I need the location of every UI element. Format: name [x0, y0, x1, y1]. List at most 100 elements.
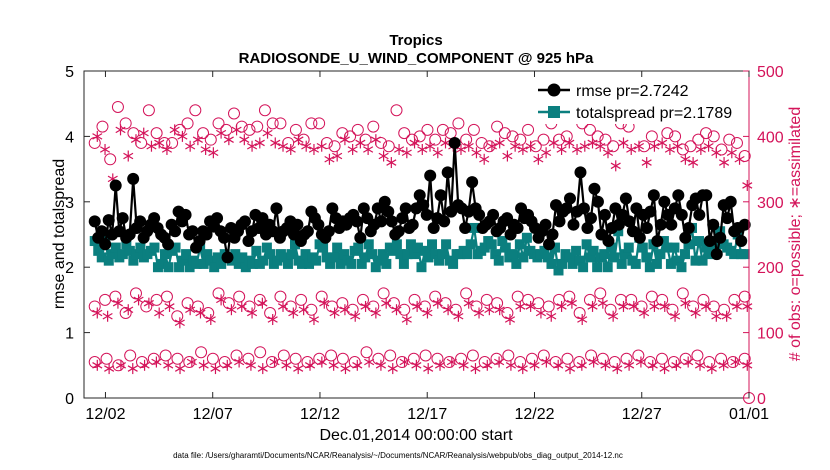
rmse-point [382, 205, 395, 218]
obs-possible-point [421, 123, 434, 136]
obs-assimilated-stroke [571, 146, 583, 153]
rmse-point [654, 218, 667, 231]
obs-assimilated-stroke [664, 146, 675, 153]
rmse-point [724, 195, 737, 208]
obs-possible-point [475, 136, 488, 149]
obs-possible-point [301, 356, 314, 369]
obs-assimilated-point [399, 356, 410, 368]
y-tick-label: 5 [65, 64, 74, 81]
rmse-point [134, 215, 147, 228]
spread-point [697, 255, 708, 266]
rmse-point [577, 202, 590, 215]
obs-possible-point [305, 117, 318, 130]
obs-assimilated-point [595, 140, 606, 152]
obs-possible-point [470, 300, 483, 313]
obs-assimilated-stroke [635, 358, 646, 366]
obs-assimilated-point [690, 307, 701, 319]
rmse-point [238, 215, 251, 228]
spread-point [247, 258, 258, 269]
rmse-point [109, 179, 122, 192]
spread-point [694, 236, 705, 247]
obs-possible-point [466, 349, 479, 362]
obs-assimilated-point [695, 143, 706, 155]
rmse-point [707, 218, 720, 231]
obs-possible-point [460, 133, 473, 146]
obs-possible-point [124, 349, 137, 362]
obs-assimilated-point [624, 359, 635, 371]
spread-point [423, 252, 434, 263]
spread-point [588, 245, 599, 256]
obs-possible-point [398, 303, 411, 316]
spread-point [549, 242, 560, 253]
obs-assimilated-stroke [339, 306, 350, 313]
spread-point [377, 249, 388, 260]
obs-assimilated-point [553, 359, 564, 371]
obs-assimilated-stroke [378, 152, 389, 160]
obs-assimilated-point [434, 359, 446, 371]
spread-point [676, 262, 687, 273]
obs-assimilated-stroke [316, 358, 327, 366]
rmse-point [420, 208, 433, 221]
obs-assimilated-stroke [541, 358, 552, 366]
obs-possible-point [202, 306, 215, 319]
spread-point [258, 255, 269, 266]
obs-assimilated-stroke [659, 365, 670, 372]
obs-possible-point [191, 300, 204, 313]
obs-possible-point [431, 352, 444, 365]
obs-possible-point [129, 287, 142, 300]
obs-possible-point [443, 356, 456, 369]
obs-assimilated-point [510, 140, 521, 152]
y2-tick-label: 100 [757, 326, 784, 343]
obs-possible-point [491, 120, 504, 133]
spread-point [205, 255, 216, 266]
obs-possible-point [150, 127, 163, 140]
spread-point [592, 262, 603, 273]
rmse-point [598, 208, 611, 221]
obs-assimilated-stroke [504, 316, 516, 323]
obs-assimilated-point [115, 124, 126, 136]
obs-possible-point [313, 117, 326, 130]
rmse-point [581, 221, 594, 234]
obs-possible-point [377, 287, 390, 300]
obs-assimilated-point [277, 300, 289, 312]
x-tick-label: 12/17 [407, 406, 447, 423]
obs-assimilated-stroke [556, 303, 567, 310]
obs-possible-point [230, 349, 243, 362]
obs-possible-point [265, 356, 278, 369]
obs-possible-point [511, 290, 524, 303]
spread-point [493, 255, 504, 266]
spread-point [107, 249, 118, 260]
obs-possible-point [297, 133, 310, 146]
spread-point [613, 226, 624, 237]
obs-possible-point [529, 140, 542, 153]
obs-assimilated-point [223, 134, 234, 146]
rmse-point [567, 218, 580, 231]
obs-possible-point [684, 140, 697, 153]
obs-possible-point [189, 104, 202, 117]
obs-assimilated-point [471, 147, 482, 159]
obs-assimilated-point [226, 304, 237, 316]
spread-point [609, 252, 620, 263]
obs-assimilated-point [639, 307, 650, 319]
spread-point [360, 252, 371, 263]
obs-assimilated-stroke [308, 146, 320, 153]
rmse-point [438, 215, 451, 228]
obs-possible-point [645, 290, 658, 303]
spread-point [669, 242, 680, 253]
obs-assimilated-stroke [154, 309, 165, 317]
obs-assimilated-point [505, 359, 516, 371]
rmse-point [413, 189, 426, 202]
obs-assimilated-stroke [610, 162, 621, 170]
obs-possible-point [390, 104, 403, 117]
obs-assimilated-stroke [525, 142, 536, 150]
rmse-point [588, 182, 601, 195]
obs-assimilated-stroke [742, 362, 753, 369]
obs-possible-point [277, 349, 290, 362]
obs-assimilated-stroke [226, 306, 237, 313]
obs-assimilated-point [657, 137, 668, 149]
spread-point [578, 262, 589, 273]
spread-point [149, 242, 160, 253]
obs-assimilated-point [680, 297, 691, 309]
obs-assimilated-stroke [154, 139, 165, 147]
rmse-point [375, 215, 388, 228]
